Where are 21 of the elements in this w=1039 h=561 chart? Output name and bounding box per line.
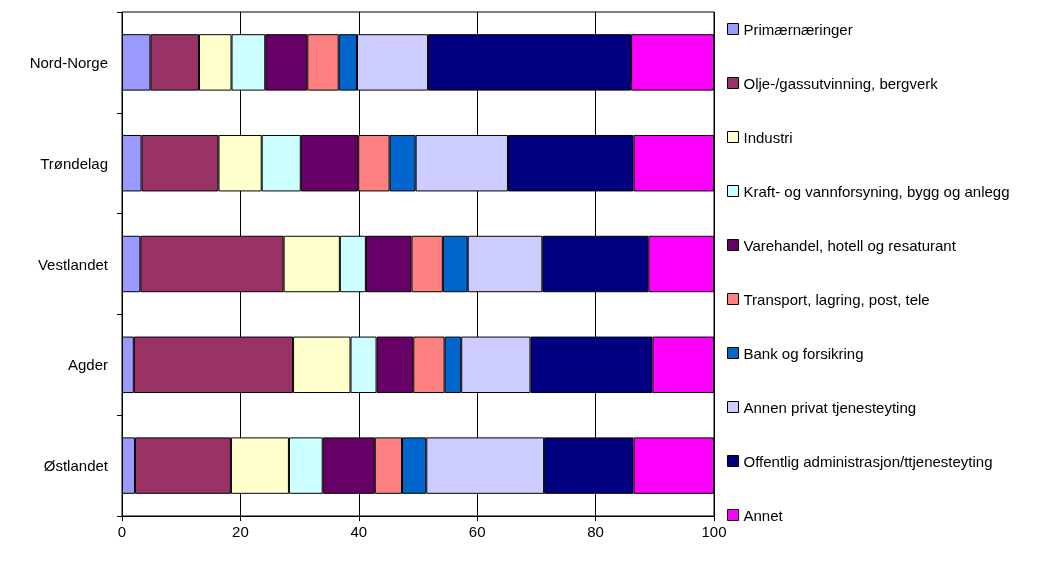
y-tick-label: Østlandet xyxy=(43,457,109,475)
legend-label: Transport, lagring, post, tele xyxy=(743,290,930,308)
x-tick-label: 80 xyxy=(587,523,604,540)
y-tick-label: Agder xyxy=(67,356,108,374)
y-tick-label: Vestlandet xyxy=(37,255,109,273)
y-tick-label: Trøndelag xyxy=(40,154,108,172)
x-tick-label: 40 xyxy=(350,523,368,540)
legend-label: Annet xyxy=(743,506,784,524)
legend-label: Bank og forsikring xyxy=(743,344,864,362)
legend-label: Olje-/gassutvinning, bergverk xyxy=(743,74,939,92)
x-tick-label: 60 xyxy=(468,523,486,540)
legend-label: Primærnæringer xyxy=(743,20,853,38)
y-tick-label: Nord-Norge xyxy=(29,53,108,71)
legend-label: Varehandel, hotell og resaturant xyxy=(743,236,957,254)
x-tick-label: 20 xyxy=(232,523,249,540)
legend-label: Industri xyxy=(743,128,793,146)
x-tick-label: 0 xyxy=(117,523,127,540)
legend-label: Annen privat tjenesteyting xyxy=(743,398,917,416)
legend-label: Offentlig administrasjon/ttjenesteyting xyxy=(743,452,993,470)
legend-label: Kraft- og vannforsyning, bygg og anlegg xyxy=(743,182,1010,200)
x-tick-label: 100 xyxy=(701,523,727,540)
